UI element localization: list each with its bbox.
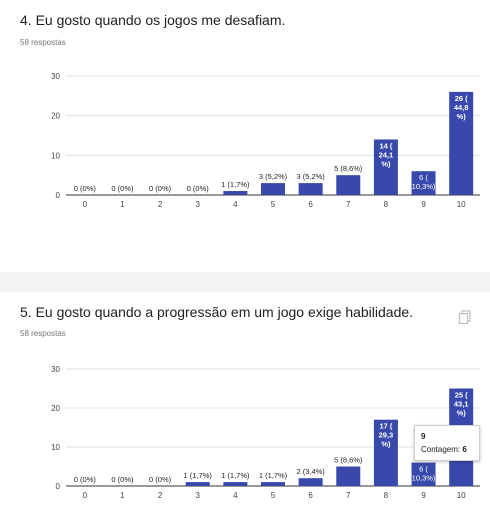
data-label: 2 (3,4%) — [296, 467, 325, 476]
bar-chart-q4: 0 10 20 30 0 0 (0%) 1 0 (0%) 2 0 (0%) 3 0 (0%) 4 1 (1… — [51, 72, 480, 209]
x-tick-label: 4 — [233, 491, 238, 500]
response-count: 58 respostas — [20, 329, 66, 338]
response-count: 58 respostas — [20, 38, 66, 47]
bar — [411, 171, 436, 195]
data-label: 0 (0%) — [149, 184, 172, 193]
data-label: 0 (0%) — [187, 184, 210, 193]
y-tick-label: 10 — [51, 443, 60, 452]
data-label: 26 ( — [455, 94, 468, 103]
x-tick-label: 0 — [83, 200, 88, 209]
data-label: 14 ( — [379, 141, 392, 150]
data-label: 6 ( — [419, 173, 428, 182]
x-tick-label: 6 — [308, 200, 313, 209]
data-label: 44,8 — [454, 103, 469, 112]
bar — [298, 478, 323, 486]
bar — [185, 482, 210, 486]
tooltip-count-label: Contagem: — [421, 445, 461, 454]
data-label: %) — [381, 440, 391, 449]
copy-icon[interactable] — [458, 310, 472, 324]
question-title: 4. Eu gosto quando os jogos me desafiam. — [20, 12, 286, 28]
x-tick-label: 6 — [308, 491, 313, 500]
tooltip-count-value: 6 — [462, 445, 467, 454]
x-tick-label: 5 — [271, 491, 276, 500]
data-label: 3 (5,2%) — [259, 172, 288, 181]
data-label: 29,3 — [379, 431, 394, 440]
bar — [411, 462, 436, 486]
data-label: 6 ( — [419, 465, 428, 474]
data-label: 10,3%) — [412, 474, 436, 483]
bar — [223, 482, 248, 486]
data-label: 25 ( — [455, 391, 468, 400]
x-tick-label: 1 — [120, 200, 125, 209]
data-label: 0 (0%) — [74, 184, 97, 193]
question-card-5: 5. Eu gosto quando a progressão em um jo… — [0, 292, 490, 512]
y-tick-label: 30 — [51, 72, 60, 81]
x-tick-label: 2 — [158, 200, 163, 209]
data-label: 0 (0%) — [111, 184, 134, 193]
data-label: 1 (1,7%) — [259, 471, 288, 480]
y-tick-label: 30 — [51, 365, 60, 374]
data-label: %) — [457, 409, 467, 418]
x-tick-label: 9 — [421, 491, 426, 500]
data-label: 1 (1,7%) — [221, 180, 250, 189]
bar — [373, 139, 398, 195]
x-tick-label: 2 — [158, 491, 163, 500]
data-label: 1 (1,7%) — [221, 471, 250, 480]
data-label: 43,1 — [454, 400, 469, 409]
x-tick-label: 3 — [196, 491, 201, 500]
data-label: 0 (0%) — [149, 475, 172, 484]
bar — [223, 191, 248, 195]
data-label: 1 (1,7%) — [184, 471, 213, 480]
data-label: 17 ( — [379, 422, 392, 431]
bar — [336, 175, 361, 195]
y-tick-label: 10 — [51, 151, 60, 160]
bar — [336, 466, 361, 486]
x-tick-label: 9 — [421, 200, 426, 209]
y-tick-label: 20 — [51, 404, 60, 413]
bar — [261, 183, 285, 195]
x-tick-label: 8 — [384, 491, 389, 500]
bar — [261, 482, 285, 486]
data-label: 5 (8,6%) — [334, 164, 363, 173]
bar — [373, 419, 398, 486]
data-label: 5 (8,6%) — [334, 456, 363, 465]
x-tick-label: 8 — [384, 200, 389, 209]
x-tick-label: 3 — [196, 200, 201, 209]
x-tick-label: 4 — [233, 200, 238, 209]
y-tick-label: 20 — [51, 112, 60, 121]
x-tick-label: 7 — [346, 491, 351, 500]
y-tick-label: 0 — [56, 191, 61, 200]
x-tick-label: 10 — [457, 491, 466, 500]
data-label: %) — [457, 112, 467, 121]
bar — [298, 183, 323, 195]
x-tick-label: 5 — [271, 200, 276, 209]
tooltip-category: 9 — [421, 432, 426, 441]
data-label: %) — [381, 159, 391, 168]
data-label: 10,3%) — [412, 182, 436, 191]
data-label: 3 (5,2%) — [296, 172, 325, 181]
question-card-4: 4. Eu gosto quando os jogos me desafiam.… — [20, 12, 480, 209]
bar — [449, 91, 474, 195]
x-tick-label: 1 — [120, 491, 125, 500]
question-title: 5. Eu gosto quando a progressão em um jo… — [20, 304, 414, 320]
data-label: 24,1 — [379, 150, 394, 159]
x-tick-label: 7 — [346, 200, 351, 209]
chart-tooltip: 9 Contagem: 6 — [414, 425, 480, 461]
data-label: 0 (0%) — [74, 475, 97, 484]
data-label: 0 (0%) — [111, 475, 134, 484]
card-divider — [0, 272, 490, 292]
x-tick-label: 0 — [83, 491, 88, 500]
x-tick-label: 10 — [457, 200, 466, 209]
y-tick-label: 0 — [56, 482, 61, 491]
